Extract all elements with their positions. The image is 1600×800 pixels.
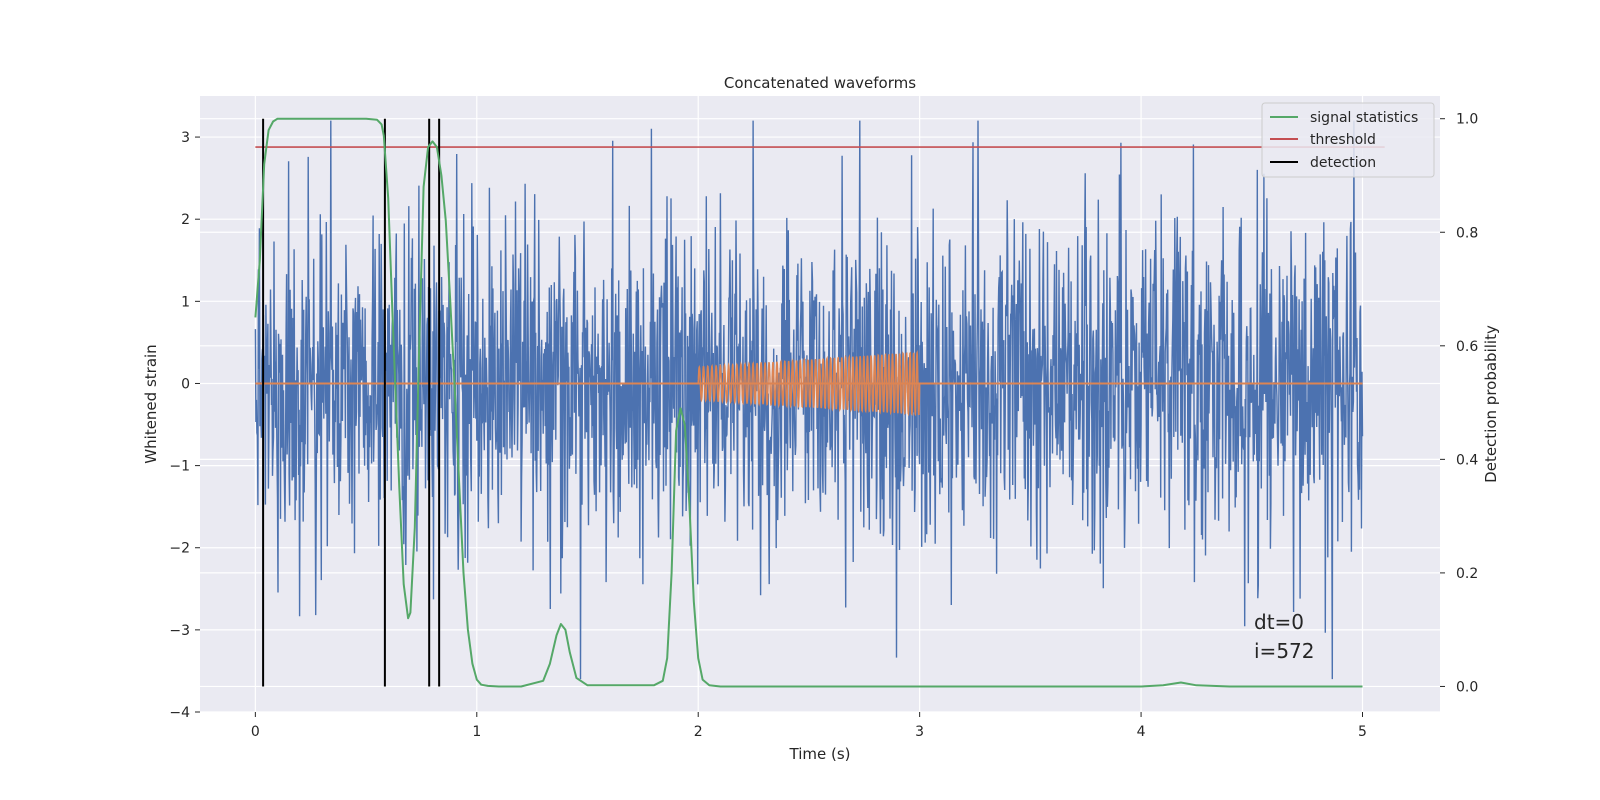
y-right-tick-label: 0.0: [1456, 679, 1478, 695]
y-axis-right-label: Detection probability: [1482, 325, 1500, 483]
x-axis-label: Time (s): [789, 745, 851, 763]
x-tick-label: 4: [1137, 724, 1146, 740]
series-layer: [254, 117, 1385, 688]
legend-label-detection: detection: [1310, 155, 1376, 171]
y-axis-label: Whitened strain: [142, 344, 160, 463]
y-right-tick-label: 0.4: [1456, 452, 1478, 468]
y-tick-label: −2: [169, 541, 190, 557]
legend-label-signal-statistics: signal statistics: [1310, 110, 1418, 126]
y-right-tick-label: 0.2: [1456, 566, 1478, 582]
y-right-tick-label: 0.6: [1456, 339, 1478, 355]
y-tick-label: −1: [169, 459, 190, 475]
y-tick-label: 3: [181, 130, 190, 146]
annotation-dt: dt=0: [1254, 610, 1304, 634]
chart-title: Concatenated waveforms: [724, 74, 916, 92]
x-tick-label: 2: [694, 724, 703, 740]
y-tick-label: −4: [169, 705, 190, 721]
injected-chirp-line: [697, 349, 921, 417]
legend-label-threshold: threshold: [1310, 132, 1376, 148]
y-tick-label: 0: [181, 376, 190, 392]
y-tick-label: 1: [181, 294, 190, 310]
axes-layer: 0 1 2 3 4 5 −4 −3 −2 −1 0 1 2 3 0.0 0.2 0.4 0.6 0.8 1.0: [169, 112, 1478, 740]
legend: signal statistics threshold detection: [1261, 102, 1435, 178]
legend-box: [1261, 102, 1435, 178]
y-right-tick-label: 1.0: [1456, 112, 1478, 128]
x-tick-label: 0: [251, 724, 260, 740]
x-tick-label: 5: [1358, 724, 1367, 740]
y-tick-label: −3: [169, 623, 190, 639]
y-right-tick-label: 0.8: [1456, 225, 1478, 241]
annotation-index: i=572: [1254, 639, 1315, 663]
y-tick-label: 2: [181, 212, 190, 228]
signal-statistics-line: [254, 117, 1363, 688]
x-tick-label: 3: [915, 724, 924, 740]
x-tick-label: 1: [472, 724, 481, 740]
